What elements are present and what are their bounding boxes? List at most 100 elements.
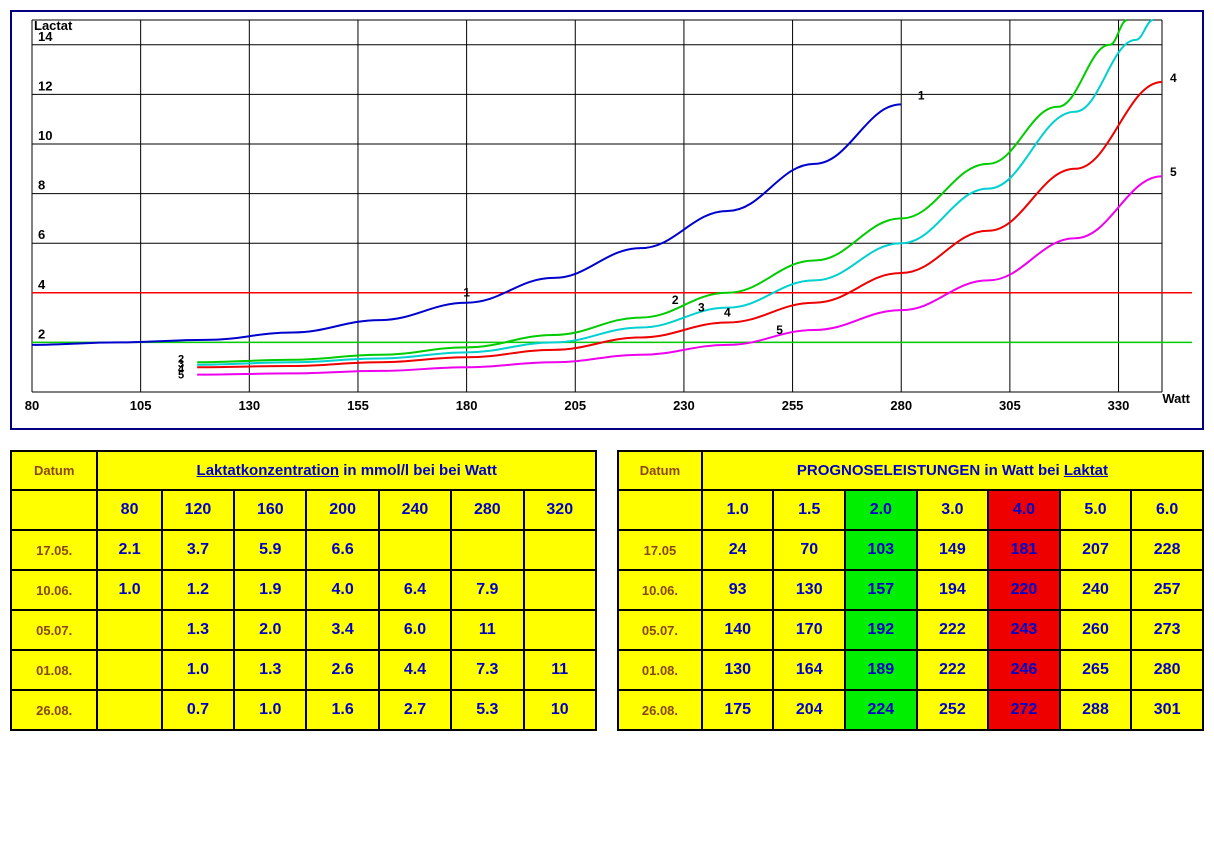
value-cell: 1.6 (306, 690, 378, 730)
value-cell: 3.7 (162, 530, 234, 570)
column-header: 200 (306, 490, 378, 530)
svg-text:180: 180 (456, 398, 478, 413)
svg-text:105: 105 (130, 398, 152, 413)
table-row: 17.05.2.13.75.96.6 (11, 530, 596, 570)
value-cell (97, 650, 161, 690)
value-cell: 164 (773, 650, 845, 690)
value-cell: 3.4 (306, 610, 378, 650)
date-cell: 10.06. (11, 570, 97, 610)
value-cell: 260 (1060, 610, 1132, 650)
lactate-chart: Lactat Watt 8010513015518020523025528030… (10, 10, 1204, 430)
svg-text:3: 3 (698, 301, 705, 315)
date-cell: 05.07. (618, 610, 702, 650)
value-cell: 149 (917, 530, 989, 570)
table-row: 01.08.130164189222246265280 (618, 650, 1203, 690)
table-row: 10.06.93130157194220240257 (618, 570, 1203, 610)
value-cell: 1.0 (234, 690, 306, 730)
table-row: 05.07.140170192222243260273 (618, 610, 1203, 650)
value-cell: 257 (1131, 570, 1203, 610)
value-cell: 70 (773, 530, 845, 570)
value-cell: 10 (524, 690, 597, 730)
date-cell: 01.08. (618, 650, 702, 690)
value-cell: 4.0 (306, 570, 378, 610)
svg-text:5: 5 (776, 323, 783, 337)
value-cell (524, 570, 597, 610)
svg-text:330: 330 (1108, 398, 1130, 413)
value-cell: 222 (917, 650, 989, 690)
value-cell: 93 (702, 570, 774, 610)
value-cell: 4.4 (379, 650, 451, 690)
value-cell: 7.3 (451, 650, 523, 690)
value-cell: 1.0 (162, 650, 234, 690)
value-cell: 194 (917, 570, 989, 610)
column-header: 3.0 (917, 490, 989, 530)
svg-text:1: 1 (463, 286, 470, 300)
value-cell: 130 (773, 570, 845, 610)
value-cell: 1.9 (234, 570, 306, 610)
column-header: 1.0 (702, 490, 774, 530)
value-cell: 252 (917, 690, 989, 730)
svg-text:4: 4 (1170, 71, 1177, 85)
value-cell (379, 530, 451, 570)
column-header: 320 (524, 490, 597, 530)
svg-text:2: 2 (672, 293, 679, 307)
value-cell: 272 (988, 690, 1060, 730)
table-row: 01.08.1.01.32.64.47.311 (11, 650, 596, 690)
value-cell: 207 (1060, 530, 1132, 570)
value-cell: 228 (1131, 530, 1203, 570)
prognosis-table: DatumPROGNOSELEISTUNGEN in Watt bei Lakt… (617, 450, 1204, 731)
svg-text:80: 80 (25, 398, 39, 413)
table-row: 10.06.1.01.21.94.06.47.9 (11, 570, 596, 610)
svg-text:12: 12 (38, 78, 52, 93)
value-cell: 6.6 (306, 530, 378, 570)
datum-header: Datum (11, 451, 97, 490)
svg-text:5: 5 (178, 370, 184, 382)
date-cell: 17.05 (618, 530, 702, 570)
value-cell: 6.0 (379, 610, 451, 650)
svg-text:6: 6 (38, 227, 45, 242)
column-header: 80 (97, 490, 161, 530)
lactate-concentration-table: DatumLaktatkonzentration in mmol/l bei b… (10, 450, 597, 731)
value-cell: 246 (988, 650, 1060, 690)
value-cell: 1.3 (234, 650, 306, 690)
table-row: 26.08.0.71.01.62.75.310 (11, 690, 596, 730)
svg-text:2: 2 (38, 326, 45, 341)
date-cell: 26.08. (11, 690, 97, 730)
value-cell: 2.0 (234, 610, 306, 650)
value-cell: 11 (451, 610, 523, 650)
value-cell (97, 610, 161, 650)
column-header: 120 (162, 490, 234, 530)
value-cell: 130 (702, 650, 774, 690)
blank-header (618, 490, 702, 530)
svg-text:155: 155 (347, 398, 369, 413)
value-cell: 240 (1060, 570, 1132, 610)
value-cell: 280 (1131, 650, 1203, 690)
value-cell: 11 (524, 650, 597, 690)
svg-text:5: 5 (1170, 165, 1177, 179)
value-cell: 265 (1060, 650, 1132, 690)
value-cell: 189 (845, 650, 917, 690)
value-cell: 175 (702, 690, 774, 730)
svg-text:255: 255 (782, 398, 804, 413)
value-cell: 222 (917, 610, 989, 650)
date-cell: 17.05. (11, 530, 97, 570)
value-cell: 140 (702, 610, 774, 650)
value-cell: 301 (1131, 690, 1203, 730)
svg-text:8: 8 (38, 178, 45, 193)
value-cell: 0.7 (162, 690, 234, 730)
value-cell: 1.2 (162, 570, 234, 610)
table-row: 17.052470103149181207228 (618, 530, 1203, 570)
value-cell: 1.0 (97, 570, 161, 610)
column-header: 240 (379, 490, 451, 530)
value-cell: 170 (773, 610, 845, 650)
value-cell: 7.9 (451, 570, 523, 610)
column-header: 6.0 (1131, 490, 1203, 530)
svg-text:305: 305 (999, 398, 1021, 413)
svg-text:4: 4 (38, 277, 46, 292)
value-cell: 204 (773, 690, 845, 730)
value-cell: 103 (845, 530, 917, 570)
blank-header (11, 490, 97, 530)
date-cell: 01.08. (11, 650, 97, 690)
value-cell (524, 610, 597, 650)
date-cell: 10.06. (618, 570, 702, 610)
